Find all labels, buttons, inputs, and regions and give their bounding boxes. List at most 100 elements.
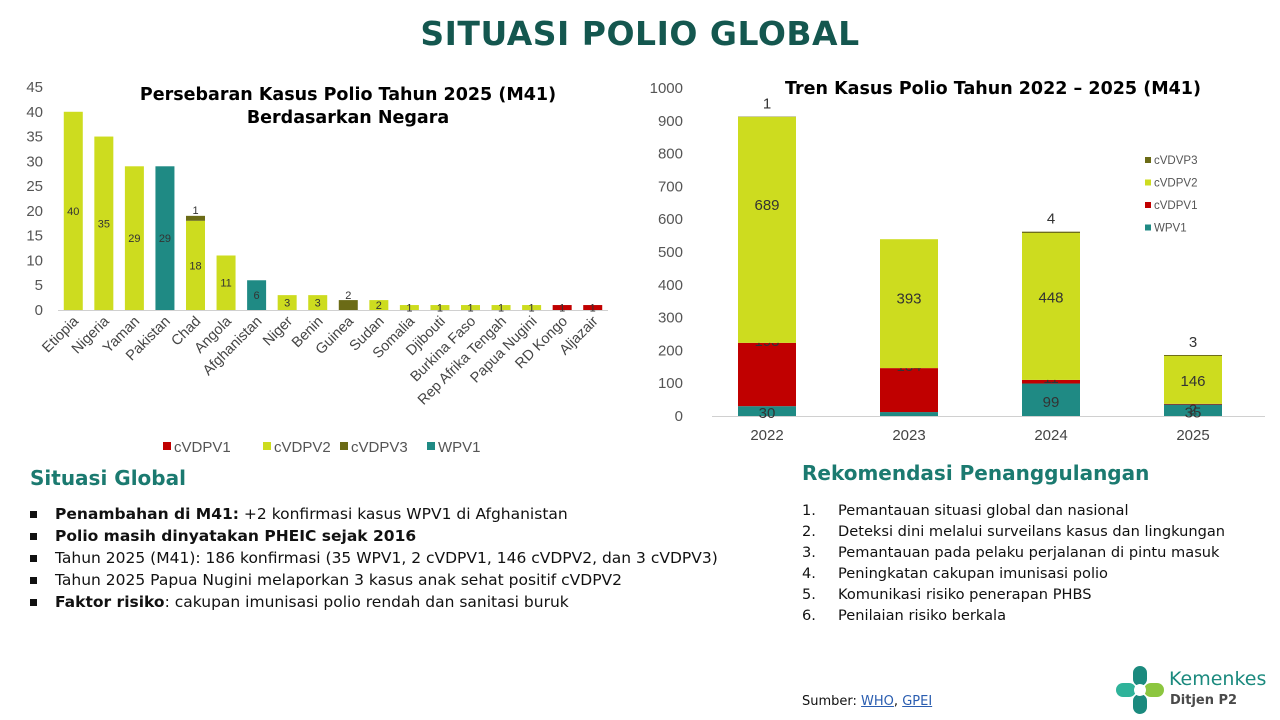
- data-label: 99: [1043, 394, 1060, 411]
- data-label: 1: [763, 96, 771, 113]
- bar-cvdpv1: [880, 368, 938, 413]
- legend-swatch: [1145, 179, 1151, 186]
- y-tick-label: 800: [658, 146, 683, 163]
- y-tick-label: 0: [675, 408, 683, 425]
- kemenkes-cross-icon: [1116, 666, 1164, 714]
- data-label: 11: [220, 278, 231, 290]
- legend-swatch: [163, 442, 171, 450]
- data-label: 2: [1189, 402, 1197, 419]
- data-label: 35: [98, 218, 110, 230]
- y-tick-label: 30: [26, 153, 43, 170]
- data-label: 448: [1038, 289, 1063, 306]
- bar-wpv1: [1022, 383, 1080, 416]
- bar-cvdpv2: [399, 305, 419, 310]
- data-label: 29: [159, 233, 171, 245]
- x-tick-label: 2022: [750, 427, 783, 444]
- bar-cvdpv1: [583, 305, 603, 310]
- y-tick-label: 300: [658, 310, 683, 327]
- bar-cvdpv1: [738, 342, 796, 407]
- bar-wpv1: [738, 406, 796, 416]
- chart-title: Tren Kasus Polio Tahun 2022 – 2025 (M41): [785, 79, 1201, 99]
- data-label: 1: [590, 303, 596, 315]
- bar-wpv1: [880, 412, 938, 416]
- country-cases-chart: 0 5 10 15 20 25 30 35 40 45 Persebaran Kasus Polio…: [26, 79, 608, 456]
- y-tick-label: 20: [26, 203, 43, 220]
- data-label: 2: [345, 290, 351, 302]
- source-link-who[interactable]: WHO: [861, 694, 894, 709]
- bar-cvdpv2: [1022, 232, 1080, 380]
- legend-label: cVDPV1: [174, 439, 231, 456]
- data-label: 393: [896, 291, 921, 308]
- bar-cvdvp3: [1022, 231, 1080, 233]
- bar-cvdpv2: [94, 136, 114, 310]
- bar-cvdpv2: [216, 255, 236, 310]
- data-label: 1: [192, 205, 198, 217]
- recommendation-item: 2. Deteksi dini melalui surveilans kasus …: [802, 523, 1226, 540]
- recommendation-item: 4. Peningkatan cakupan imunisasi polio: [802, 565, 1108, 582]
- bar-cvdpv2: [369, 300, 389, 310]
- y-tick-label: 25: [26, 178, 43, 195]
- data-label: 146: [1180, 373, 1205, 390]
- recommendation-item: 5. Komunikasi risiko penerapan PHBS: [802, 586, 1092, 603]
- source-note: Sumber: WHO, GPEI: [802, 694, 933, 709]
- logo-name: Kemenkes: [1169, 668, 1267, 690]
- legend-label: WPV1: [1154, 223, 1187, 235]
- data-label: 3: [1189, 334, 1197, 351]
- bar-cvdpv2: [308, 295, 328, 310]
- x-tick-label: Niger: [260, 313, 296, 349]
- y-tick-label: 40: [26, 104, 43, 121]
- legend-swatch: [427, 442, 435, 450]
- bar-wpv1: [247, 280, 267, 310]
- global-item: Penambahan di M41: +2 konfirmasi kasus W…: [30, 504, 738, 524]
- bar-cvdpv2: [277, 295, 297, 310]
- legend-label: cVDPV2: [274, 439, 331, 456]
- y-tick-label: 0: [35, 302, 43, 319]
- data-label: 1: [406, 303, 412, 315]
- y-tick-label: 700: [658, 178, 683, 195]
- data-label: 689: [754, 197, 779, 214]
- global-situation-list: Penambahan di M41: +2 konfirmasi kasus W…: [30, 504, 738, 614]
- global-item: Faktor risiko: cakupan imunisasi polio r…: [30, 592, 738, 612]
- source-link-gpei[interactable]: GPEI: [902, 694, 933, 709]
- legend-swatch: [1145, 224, 1151, 231]
- x-tick-label: 2023: [892, 427, 925, 444]
- global-item: Polio masih dinyatakan PHEIC sejak 2016: [30, 526, 738, 546]
- legend-label: WPV1: [438, 439, 481, 456]
- data-label: 4: [1047, 211, 1055, 228]
- legend-swatch: [1145, 157, 1151, 163]
- recommendation-title: Rekomendasi Penanggulangan: [802, 461, 1150, 485]
- chart-subtitle: Berdasarkan Negara: [247, 108, 449, 128]
- bar-cvdpv1: [1164, 403, 1222, 405]
- data-label: 1: [467, 303, 473, 315]
- global-situation-title: Situasi Global: [30, 466, 186, 490]
- y-tick-label: 100: [658, 375, 683, 392]
- bar-cvdpv1: [552, 305, 572, 310]
- recommendation-item: 1. Pemantauan situasi global dan nasional: [802, 502, 1129, 519]
- bar-cvdpv2: [461, 305, 480, 310]
- bar-cvdpv2: [430, 305, 450, 310]
- data-label: 29: [128, 233, 140, 245]
- y-tick-label: 900: [658, 113, 683, 130]
- legend-swatch: [263, 442, 271, 450]
- y-tick-label: 500: [658, 244, 683, 261]
- data-label: 1: [437, 303, 443, 315]
- data-label: 1: [529, 303, 535, 315]
- trend-cases-chart: 0 100 200 300 400 500 600 700 800 900 1000 Tren Kas…: [650, 79, 1265, 444]
- recommendation-item: 3. Pemantauan pada pelaku perjalanan di p…: [802, 544, 1220, 561]
- data-label: 40: [67, 206, 79, 218]
- y-tick-label: 1000: [650, 80, 683, 97]
- data-label: 2: [376, 300, 382, 312]
- page-title: SITUASI POLIO GLOBAL: [420, 14, 860, 53]
- bar-cvdpv2: [522, 305, 542, 310]
- legend-label: cVDPV2: [1154, 178, 1197, 190]
- y-tick-label: 5: [35, 277, 43, 294]
- legend-label: cVDVP3: [1154, 155, 1197, 167]
- bar-cvdvp3: [1164, 354, 1222, 356]
- data-label: 1: [498, 303, 504, 315]
- recommendation-list: 1. Pemantauan situasi global dan nasional…: [802, 500, 1262, 626]
- data-label: 35: [1185, 404, 1202, 421]
- bar-cvdpv2: [124, 166, 144, 310]
- legend-swatch: [340, 442, 348, 450]
- bar-cvdpv2: [738, 116, 796, 343]
- logo-subtitle: Ditjen P2: [1170, 693, 1238, 708]
